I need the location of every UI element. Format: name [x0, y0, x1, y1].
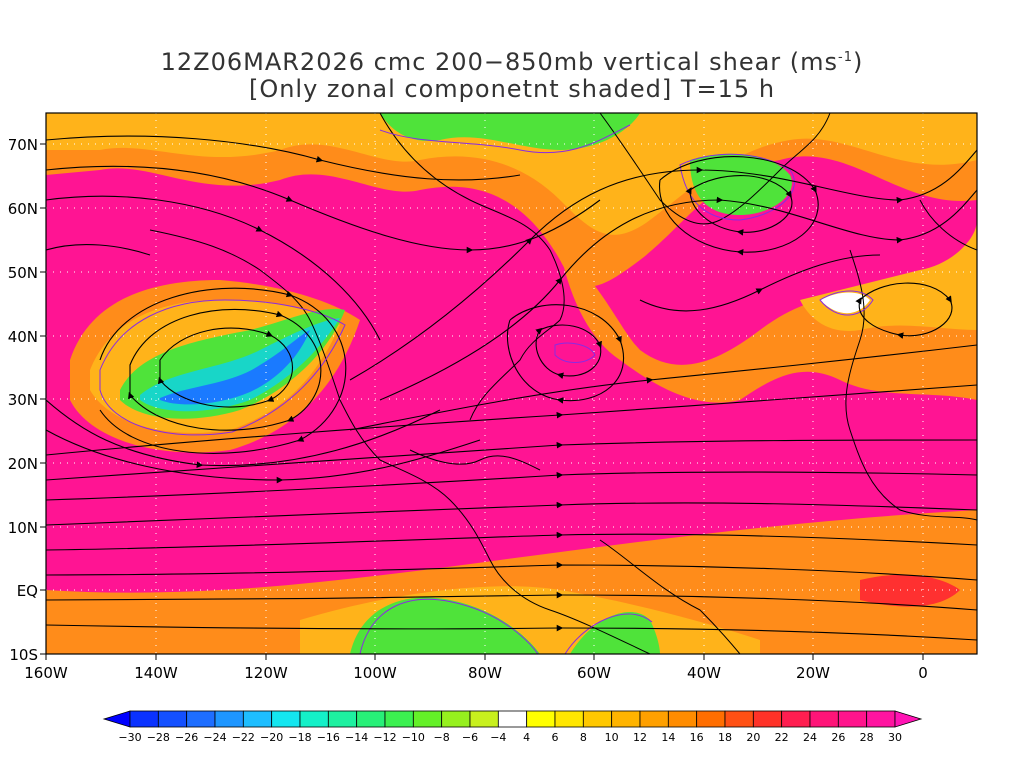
lat-label: 20N	[8, 455, 38, 473]
colorbar-swatch	[837, 710, 868, 728]
map-field	[46, 113, 977, 654]
colorbar-tick-label: 8	[580, 731, 587, 744]
shear-field-yellow-north	[46, 113, 977, 235]
colorbar-tick-label: 14	[661, 731, 675, 744]
colorbar-tick-label: −24	[203, 731, 226, 744]
lon-label: 80W	[468, 664, 502, 682]
contour-lines	[99, 124, 874, 654]
map-title: 12Z06MAR2026 cmc 200−850mb vertical shea…	[0, 44, 1024, 103]
axis-ticks	[40, 143, 924, 660]
colorbar-tick-label: 20	[746, 731, 760, 744]
colorbar-swatch	[781, 710, 811, 728]
colorbar-swatch	[582, 710, 613, 728]
colorbar-swatch	[441, 710, 471, 728]
colorbar: −30 −28 −26 −24 −22 −20 −18 −16 −14 −12 −10 −8 −6 −4 4…	[102, 710, 923, 744]
colorbar-swatch	[554, 710, 584, 728]
lat-label: 70N	[8, 136, 38, 154]
colorbar-swatch	[639, 710, 669, 728]
colorbar-swatch	[611, 710, 641, 728]
lon-label: 100W	[353, 664, 397, 682]
colorbar-swatch	[157, 710, 188, 728]
lat-label: 40N	[8, 328, 38, 346]
colorbar-swatch	[186, 710, 216, 728]
map-frame	[45, 112, 978, 655]
colorbar-tick-label: −14	[345, 731, 368, 744]
colorbar-swatch	[724, 710, 754, 728]
longitude-labels: 160W 140W 120W 100W 80W 60W 40W 20W 0	[24, 664, 928, 682]
streamlines	[46, 135, 977, 641]
shear-field-red-tropics	[860, 574, 960, 607]
latitude-labels: 70N 60N 50N 40N 30N 20N 10N EQ 10S	[8, 136, 38, 664]
colorbar-swatch	[299, 710, 329, 728]
lat-label: 10S	[9, 646, 38, 664]
lon-label: 0	[918, 664, 928, 682]
colorbar-swatch	[356, 710, 386, 728]
colorbar-tick-label: −6	[462, 731, 478, 744]
colorbar-swatch	[214, 710, 244, 728]
colorbar-tick-label: −26	[175, 731, 198, 744]
colorbar-swatch	[667, 710, 698, 728]
lat-label: 60N	[8, 200, 38, 218]
colorbar-tick-label: 6	[552, 731, 559, 744]
colorbar-tick-label: −4	[490, 731, 506, 744]
colorbar-tick-label: 4	[523, 731, 530, 744]
colorbar-swatch	[129, 710, 159, 728]
lon-label: 40W	[687, 664, 721, 682]
colorbar-tick-label: 12	[633, 731, 647, 744]
colorbar-tick-label: −22	[232, 731, 255, 744]
colorbar-tick-label: 22	[775, 731, 789, 744]
lon-label: 20W	[796, 664, 830, 682]
colorbar-tick-label: 10	[605, 731, 619, 744]
colorbar-swatch	[412, 710, 443, 728]
title-line-2: [Only zonal componetnt shaded] T=15 h	[248, 75, 776, 103]
colorbar-swatch	[809, 710, 839, 728]
colorbar-right-arrow	[894, 710, 923, 728]
shear-field-orange-tropics	[46, 510, 977, 654]
colorbar-tick-label: 26	[831, 731, 845, 744]
shear-field-white-atlantic	[820, 292, 870, 314]
colorbar-swatch	[752, 710, 783, 728]
colorbar-swatch	[696, 710, 726, 728]
lat-label: 10N	[8, 519, 38, 537]
colorbar-tick-label: −8	[434, 731, 450, 744]
lat-label: 30N	[8, 391, 38, 409]
colorbar-tick-label: 16	[690, 731, 704, 744]
colorbar-tick-label: 24	[803, 731, 817, 744]
colorbar-tick-label: −30	[118, 731, 141, 744]
colorbar-swatch	[526, 710, 556, 728]
colorbar-tick-label: −18	[288, 731, 311, 744]
colorbar-swatch	[384, 710, 414, 728]
colorbar-swatch	[497, 710, 528, 728]
title-line-1: 12Z06MAR2026 cmc 200−850mb vertical shea…	[160, 48, 864, 76]
shear-field-green-tropics	[350, 597, 540, 654]
colorbar-tick-label: 30	[888, 731, 902, 744]
colorbar-tick-label: −12	[373, 731, 396, 744]
colorbar-tick-label: −28	[147, 731, 170, 744]
colorbar-tick-label: −16	[317, 731, 340, 744]
lat-label: 50N	[8, 264, 38, 282]
lon-label: 60W	[577, 664, 611, 682]
lon-label: 160W	[24, 664, 68, 682]
colorbar-tick-label: 18	[718, 731, 732, 744]
shear-field-green-tropics-2	[570, 612, 660, 654]
lon-label: 120W	[244, 664, 288, 682]
colorbar-swatch	[271, 710, 301, 728]
colorbar-swatch	[866, 710, 896, 728]
lat-label: EQ	[17, 582, 38, 600]
colorbar-swatch	[327, 710, 358, 728]
shear-field-green-north	[380, 113, 640, 150]
colorbar-swatch	[469, 710, 499, 728]
colorbar-tick-label: −20	[260, 731, 283, 744]
shear-field-orange-atlantic	[560, 250, 977, 403]
colorbar-swatch	[242, 710, 273, 728]
lon-label: 140W	[134, 664, 178, 682]
colorbar-left-arrow	[102, 710, 131, 728]
colorbar-tick-label: 28	[860, 731, 874, 744]
colorbar-tick-label: −10	[402, 731, 425, 744]
